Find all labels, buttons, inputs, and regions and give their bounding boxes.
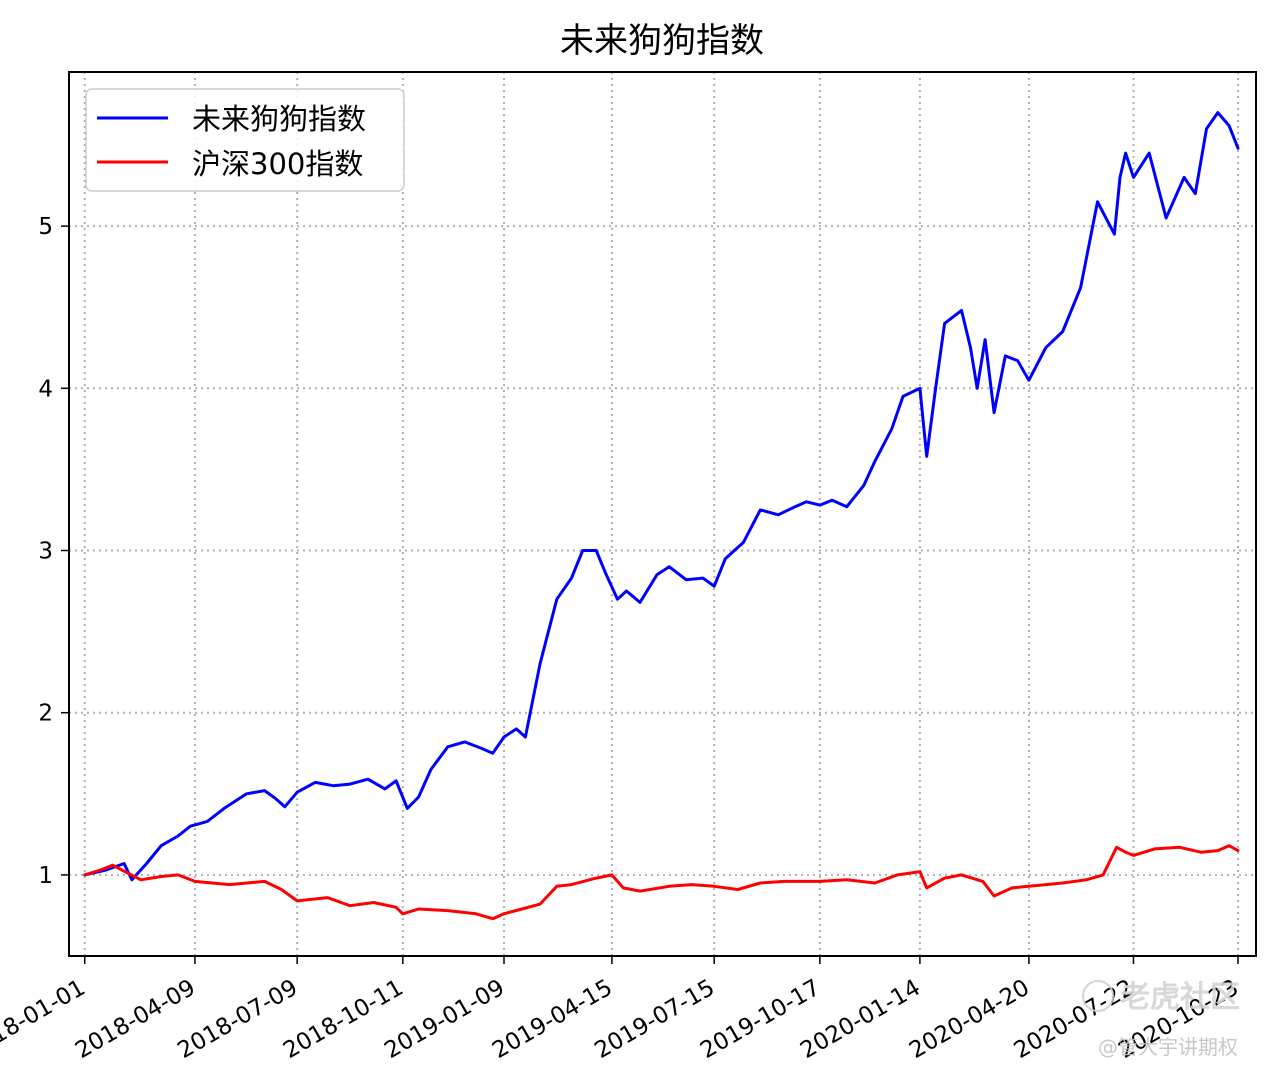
- series-lines: [83, 111, 1240, 921]
- legend-box: [85, 88, 405, 192]
- grid-lines: [69, 72, 1256, 956]
- watermark: 老虎社区 @管大宇讲期权: [1082, 980, 1240, 1059]
- plot-frame: [68, 71, 1257, 957]
- y-tick-label: 1: [38, 863, 53, 889]
- legend-label-dog-index: 未来狗狗指数: [192, 102, 366, 136]
- y-tick-label: 5: [38, 214, 53, 240]
- y-tick-label: 2: [38, 701, 53, 727]
- axes: 2018-01-012018-04-092018-07-092018-10-11…: [0, 214, 1243, 1064]
- y-tick-label: 4: [38, 376, 53, 402]
- watermark-logo-text: 老虎社区: [1120, 980, 1240, 1015]
- legend-label-hs300: 沪深300指数: [192, 147, 363, 181]
- series-line-hs300: [83, 844, 1240, 921]
- chart-title: 未来狗狗指数: [560, 21, 764, 61]
- watermark-author: @管大宇讲期权: [1098, 1035, 1238, 1059]
- legend: 未来狗狗指数 沪深300指数: [85, 88, 405, 192]
- tiger-logo-icon: [1082, 980, 1114, 1012]
- series-line-dog-index: [83, 111, 1240, 882]
- y-tick-label: 3: [38, 538, 53, 564]
